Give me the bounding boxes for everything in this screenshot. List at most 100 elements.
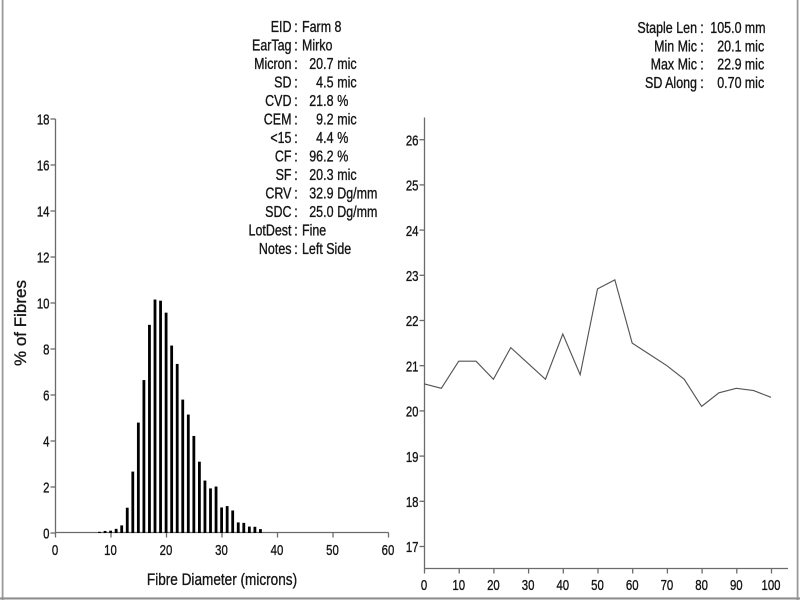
svg-text::: :	[294, 222, 297, 240]
svg-text:%: %	[337, 93, 348, 111]
svg-text:2: 2	[43, 479, 49, 496]
svg-text:Fibre Diameter (microns): Fibre Diameter (microns)	[147, 571, 297, 590]
svg-text:0.70: 0.70	[717, 75, 741, 93]
svg-text::: :	[294, 241, 297, 259]
svg-text:LotDest: LotDest	[249, 222, 292, 240]
svg-text:mic: mic	[337, 167, 356, 185]
svg-text:Dg/mm: Dg/mm	[337, 204, 377, 222]
svg-text:EarTag: EarTag	[252, 37, 292, 55]
svg-text:32.9: 32.9	[309, 185, 333, 203]
svg-text:16: 16	[37, 157, 50, 174]
svg-text:SDC: SDC	[265, 204, 291, 222]
svg-text:SD Along: SD Along	[645, 75, 697, 93]
svg-text:19: 19	[406, 448, 419, 465]
svg-text:25: 25	[406, 177, 419, 194]
svg-text:%: %	[337, 148, 348, 166]
svg-text:24: 24	[406, 222, 419, 239]
svg-text:0: 0	[52, 541, 58, 558]
svg-text:CEM: CEM	[264, 111, 292, 129]
svg-text:mic: mic	[745, 75, 764, 93]
svg-text:<15: <15	[270, 130, 291, 148]
svg-text:EID: EID	[271, 19, 292, 37]
svg-text:20.1: 20.1	[717, 38, 741, 56]
svg-text:25.0: 25.0	[309, 204, 333, 222]
svg-text::: :	[700, 20, 703, 38]
svg-text:% of Fibres: % of Fibres	[11, 280, 30, 366]
svg-text::: :	[294, 130, 297, 148]
svg-text:CF: CF	[275, 148, 292, 166]
svg-text:20.7: 20.7	[309, 56, 333, 74]
svg-text:Micron: Micron	[254, 56, 291, 74]
svg-text:0: 0	[43, 525, 49, 542]
svg-text::: :	[700, 38, 703, 56]
svg-text:26: 26	[406, 132, 419, 149]
svg-text:Left Side: Left Side	[302, 241, 351, 259]
svg-text:Min Mic: Min Mic	[654, 38, 697, 56]
svg-text:96.2: 96.2	[309, 148, 333, 166]
svg-text:20: 20	[406, 403, 419, 420]
svg-text:30: 30	[522, 577, 535, 594]
svg-text:20: 20	[487, 577, 500, 594]
svg-text:CRV: CRV	[265, 185, 291, 203]
svg-text:17: 17	[406, 539, 419, 556]
svg-text:10: 10	[37, 295, 50, 312]
svg-text::: :	[294, 204, 297, 222]
svg-text:0: 0	[421, 577, 427, 594]
svg-text:30: 30	[215, 541, 228, 558]
svg-text:Mirko: Mirko	[302, 37, 332, 55]
svg-text:40: 40	[271, 541, 284, 558]
svg-text::: :	[700, 56, 703, 74]
svg-text:40: 40	[556, 577, 569, 594]
svg-text::: :	[294, 167, 297, 185]
svg-text:mic: mic	[337, 56, 356, 74]
svg-text:8: 8	[43, 341, 49, 358]
svg-text:Staple Len: Staple Len	[637, 20, 697, 38]
svg-text::: :	[294, 19, 297, 37]
svg-text:60: 60	[626, 577, 639, 594]
svg-text:21.8: 21.8	[309, 93, 333, 111]
svg-text:70: 70	[661, 577, 674, 594]
svg-text:10: 10	[452, 577, 465, 594]
svg-text:%: %	[337, 130, 348, 148]
svg-text:Fine: Fine	[302, 222, 326, 240]
svg-text:20.3: 20.3	[309, 167, 333, 185]
svg-text:4.5: 4.5	[316, 74, 333, 92]
svg-text:4: 4	[43, 433, 49, 450]
svg-text:22.9: 22.9	[717, 56, 741, 74]
svg-text:mic: mic	[745, 56, 764, 74]
svg-text::: :	[294, 185, 297, 203]
svg-text:Dg/mm: Dg/mm	[337, 185, 377, 203]
svg-text:23: 23	[406, 268, 419, 285]
svg-text:mic: mic	[337, 74, 356, 92]
svg-text:SD: SD	[274, 74, 291, 92]
svg-text:60: 60	[382, 541, 395, 558]
svg-text:Max Mic: Max Mic	[651, 56, 697, 74]
svg-text::: :	[294, 93, 297, 111]
svg-text::: :	[294, 37, 297, 55]
svg-text:9.2: 9.2	[316, 111, 333, 129]
svg-text:20: 20	[160, 541, 173, 558]
svg-text:mic: mic	[745, 38, 764, 56]
svg-text:18: 18	[37, 111, 50, 128]
svg-text::: :	[294, 56, 297, 74]
svg-text::: :	[700, 75, 703, 93]
svg-text:Farm 8: Farm 8	[302, 19, 341, 37]
svg-text:18: 18	[406, 494, 419, 511]
svg-text:mm: mm	[745, 20, 766, 38]
svg-text:90: 90	[730, 577, 743, 594]
svg-text:10: 10	[104, 541, 117, 558]
svg-text:Notes: Notes	[259, 241, 292, 259]
svg-text::: :	[294, 148, 297, 166]
svg-text:80: 80	[695, 577, 708, 594]
svg-text:50: 50	[591, 577, 604, 594]
svg-text:22: 22	[406, 313, 419, 330]
svg-text:CVD: CVD	[265, 93, 291, 111]
svg-text:12: 12	[37, 249, 50, 266]
svg-text:105.0: 105.0	[710, 20, 741, 38]
svg-text:100: 100	[762, 577, 781, 594]
svg-text:21: 21	[406, 358, 419, 375]
svg-text:SF: SF	[276, 167, 292, 185]
svg-text::: :	[294, 111, 297, 129]
svg-text:4.4: 4.4	[316, 130, 333, 148]
svg-text:50: 50	[326, 541, 339, 558]
